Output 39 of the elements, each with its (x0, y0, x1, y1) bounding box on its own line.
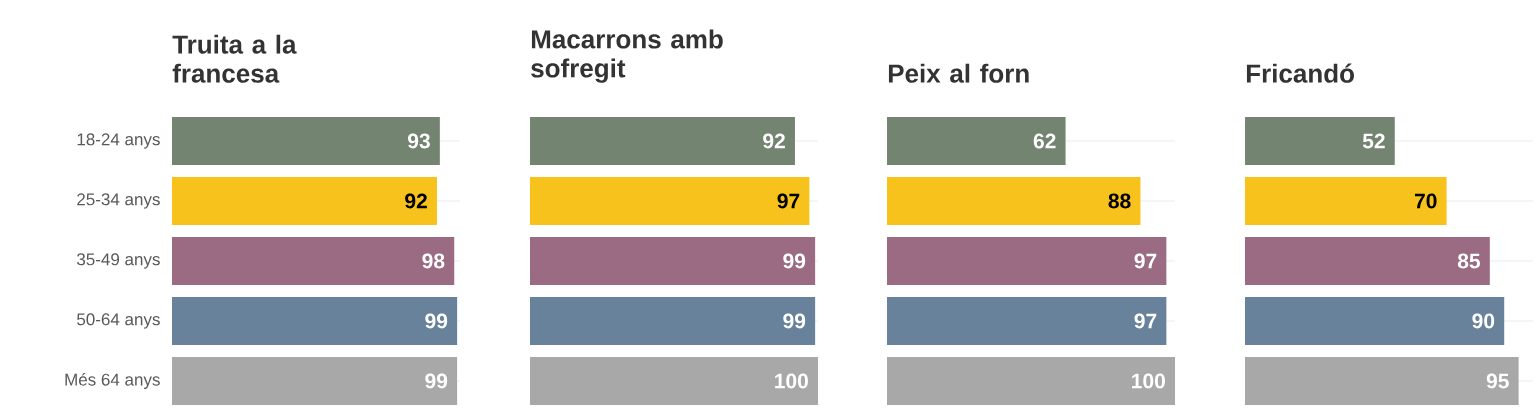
data-label: 100 (775, 373, 808, 389)
data-label: 98 (422, 253, 445, 269)
data-label: 97 (1134, 313, 1157, 329)
data-label: 100 (1132, 373, 1165, 389)
bar (1245, 117, 1395, 166)
data-label: 99 (425, 313, 448, 329)
data-label: 93 (408, 133, 430, 149)
chart-title: Fricandó (1246, 63, 1354, 83)
data-label: 70 (1414, 193, 1437, 209)
data-label: 62 (1033, 133, 1056, 149)
data-label: 99 (425, 373, 448, 389)
bar (887, 177, 1141, 226)
bar (887, 297, 1167, 346)
data-label: 97 (1134, 253, 1157, 269)
y-tick-label: 18-24 anys (77, 133, 160, 149)
data-label: 52 (1362, 133, 1385, 149)
bar (887, 357, 1176, 405)
data-label: 90 (1472, 313, 1495, 329)
bar (887, 117, 1066, 166)
y-tick-label: 50-64 anys (77, 313, 160, 329)
bar (887, 237, 1167, 285)
data-label: 97 (777, 193, 800, 209)
data-label: 85 (1457, 253, 1481, 269)
chart-title: Peix al forn (888, 63, 1029, 83)
bar (1245, 357, 1519, 405)
bar (1245, 177, 1447, 226)
data-label: 99 (783, 313, 806, 329)
data-label: 92 (763, 133, 785, 149)
chart-title: Truita a la francesa (172, 34, 297, 83)
data-label: 88 (1108, 193, 1131, 209)
bar (1245, 297, 1505, 346)
data-label: 95 (1486, 373, 1509, 389)
y-tick-label: 25-34 anys (77, 193, 160, 209)
data-label: 99 (783, 253, 806, 269)
bar (1245, 237, 1490, 285)
y-tick-label: Més 64 anys (65, 372, 160, 390)
chart-title: Macarrons amb sofregit (531, 29, 723, 83)
y-tick-label: 35-49 anys (77, 253, 160, 269)
data-label: 92 (405, 193, 427, 209)
